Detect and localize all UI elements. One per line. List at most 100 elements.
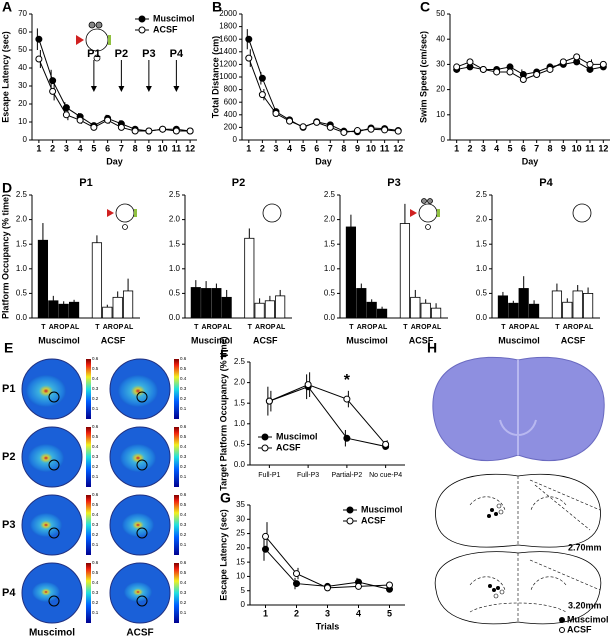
bar — [518, 288, 529, 319]
column-label: Muscimol — [29, 628, 75, 639]
y-tick-label: 40 — [436, 34, 445, 43]
group-label: Muscimol — [38, 335, 80, 345]
colorbar — [174, 359, 179, 419]
y-tick-label: 1.0 — [16, 264, 28, 273]
annotation-arrowhead — [90, 86, 97, 92]
data-point — [381, 126, 389, 134]
colorbar-tick-label: 0.5 — [180, 366, 187, 371]
x-tick-label: AR — [509, 324, 519, 331]
bar — [254, 302, 265, 319]
bar — [410, 296, 421, 319]
heatmap-blob — [26, 375, 66, 407]
bar — [102, 306, 113, 319]
x-tick-label: 9 — [355, 143, 360, 153]
colorbar-tick-label: 0.1 — [180, 542, 187, 547]
bar — [48, 300, 59, 319]
platform — [48, 595, 60, 607]
colorbar-tick-label: 0.5 — [92, 502, 99, 507]
legend-label: ACSF — [567, 624, 592, 634]
y-tick-label: 0.0 — [324, 313, 336, 322]
x-tick-label: AL — [432, 324, 442, 331]
colorbar-tick-label: 0.3 — [180, 386, 187, 391]
data-point — [258, 91, 266, 99]
x-tick-label: 3 — [273, 143, 278, 153]
platform — [48, 391, 60, 403]
chart-title: P3 — [387, 177, 400, 189]
bar — [508, 302, 519, 319]
y-tick-label: 0.0 — [476, 313, 488, 322]
bar — [221, 296, 232, 319]
legend-marker — [559, 627, 565, 633]
group-label: Muscimol — [191, 335, 233, 345]
y-tick-label: 0.5 — [324, 289, 336, 298]
data-point — [265, 397, 273, 405]
colorbar-tick-label: 0.6 — [180, 356, 187, 361]
y-tick-label: 0.0 — [169, 313, 181, 322]
x-tick-label: 1 — [454, 143, 459, 153]
y-tick-label: 600 — [224, 97, 238, 106]
colorbar-tick-label: 0.6 — [180, 560, 187, 565]
data-point — [326, 123, 334, 131]
annotation: P1 — [87, 48, 100, 60]
data-point — [586, 60, 594, 68]
y-tick-label: 1.0 — [476, 264, 488, 273]
x-axis-label: Day — [315, 156, 332, 166]
colorbar-tick-label: 0.5 — [92, 434, 99, 439]
data-point — [117, 123, 125, 131]
legend-label: Muscimol — [361, 504, 403, 514]
colorbar-tick-label: 0.3 — [180, 590, 187, 595]
x-tick-label: 8 — [133, 143, 138, 153]
y-tick-label: 2.5 — [476, 190, 488, 199]
colorbar-tick-label: 0.1 — [92, 406, 99, 411]
x-tick-label: 2 — [50, 143, 55, 153]
x-tick-label: T — [95, 324, 100, 331]
x-axis-label: Day — [522, 156, 539, 166]
x-tick-label: Full-P1 — [258, 472, 280, 479]
x-tick-label: 10 — [572, 143, 582, 153]
data-point — [293, 580, 300, 588]
y-tick-label: 2.5 — [324, 190, 336, 199]
bar — [399, 223, 411, 319]
x-tick-label: 12 — [393, 143, 403, 153]
annotation: P2 — [115, 48, 128, 60]
y-tick-label: 20 — [436, 85, 445, 94]
colorbar-tick-label: 0.4 — [92, 512, 99, 517]
y-tick-label: 1400 — [219, 47, 237, 56]
y-tick-label: 25 — [236, 529, 245, 538]
colorbar-tick-label: 0.1 — [180, 610, 187, 615]
platform — [48, 527, 60, 539]
colorbar-tick-label: 0.4 — [180, 444, 187, 449]
x-tick-label: 6 — [314, 143, 319, 153]
y-axis-label: Escape Latency (sec) — [0, 31, 10, 123]
colorbar-tick-label: 0.1 — [92, 610, 99, 615]
bar — [430, 307, 442, 319]
bar — [345, 226, 357, 319]
chart-title: P4 — [539, 177, 553, 189]
row-label: P4 — [2, 587, 16, 599]
legend-marker — [138, 26, 146, 34]
bar — [91, 242, 103, 319]
annotation: * — [344, 372, 351, 389]
y-tick-label: 0.5 — [169, 289, 181, 298]
y-tick-label: 20 — [18, 99, 27, 108]
legend-label: ACSF — [276, 442, 301, 452]
x-tick-label: 6 — [521, 143, 526, 153]
colorbar — [86, 427, 91, 487]
x-tick-label: 3 — [64, 143, 69, 153]
x-tick-label: 8 — [341, 143, 346, 153]
annotation-arrowhead — [173, 86, 180, 92]
x-tick-label: AL — [584, 324, 594, 331]
chart-title: P1 — [79, 177, 92, 189]
y-tick-label: 0 — [23, 135, 28, 144]
data-point — [599, 60, 607, 68]
x-tick-label: 1 — [36, 143, 41, 153]
group-label: Muscimol — [498, 335, 540, 345]
annotation: P4 — [170, 48, 184, 60]
y-tick-label: 1.0 — [324, 264, 336, 273]
y-axis-label: Swim Speed (cm/sec) — [418, 31, 428, 123]
y-tick-label: 30 — [236, 514, 245, 523]
data-point — [186, 127, 194, 135]
x-tick-label: AR — [411, 324, 421, 331]
group-label: ACSF — [101, 335, 126, 345]
x-tick-label: 7 — [119, 143, 124, 153]
